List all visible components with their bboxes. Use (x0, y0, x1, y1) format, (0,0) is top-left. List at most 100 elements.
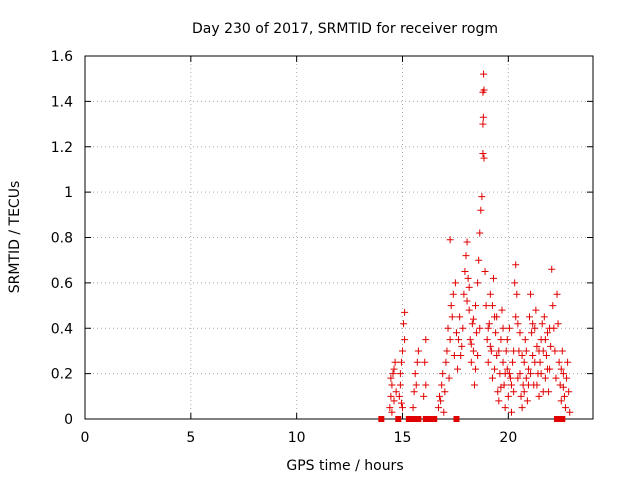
data-point (484, 358, 492, 366)
data-point (531, 324, 539, 332)
data-point (510, 347, 518, 355)
data-point (479, 120, 487, 128)
data-point (535, 347, 543, 355)
data-point (549, 302, 557, 310)
data-point (459, 324, 467, 332)
data-point (462, 252, 470, 260)
data-point (520, 388, 528, 396)
data-point (456, 313, 464, 321)
data-point (482, 302, 490, 310)
data-point (389, 370, 397, 378)
data-point (504, 392, 512, 400)
data-point (529, 320, 537, 328)
data-point (559, 383, 567, 391)
data-point (460, 290, 468, 298)
data-point (387, 374, 395, 382)
data-point (486, 342, 494, 350)
data-point (442, 358, 450, 366)
data-point (532, 306, 540, 314)
data-point (465, 283, 473, 291)
data-point (479, 113, 487, 121)
data-point (485, 320, 493, 328)
x-tick-label: 0 (81, 430, 90, 446)
data-point (493, 351, 501, 359)
data-point (548, 265, 556, 273)
data-point (493, 313, 501, 321)
data-point (510, 388, 518, 396)
x-axis: 0 5 10 15 20 (81, 56, 517, 446)
data-point (463, 238, 471, 246)
data-point (514, 320, 522, 328)
data-point (552, 374, 560, 382)
data-point (563, 374, 571, 382)
data-point (505, 370, 513, 378)
y-tick-label: 1.6 (51, 49, 73, 65)
y-axis-label: SRMTID / TECUs (7, 181, 23, 294)
data-point (488, 302, 496, 310)
data-point (503, 336, 511, 344)
data-points (386, 70, 574, 416)
data-point (438, 381, 446, 389)
data-point (444, 324, 452, 332)
data-point (564, 358, 572, 366)
data-point (467, 340, 475, 348)
baseline-marker (409, 416, 416, 422)
data-point (397, 399, 405, 407)
baseline-marker (431, 416, 438, 422)
data-point (541, 336, 549, 344)
y-tick-label: 0.8 (51, 231, 73, 247)
data-point (518, 351, 526, 359)
data-point (475, 256, 483, 264)
data-point (413, 358, 421, 366)
data-point (517, 392, 525, 400)
y-tick-label: 1.4 (51, 94, 73, 110)
data-point (526, 313, 533, 321)
data-point (480, 154, 488, 162)
data-point (472, 365, 480, 373)
data-point (479, 88, 487, 96)
data-point (422, 381, 430, 389)
data-point (527, 290, 535, 298)
data-point (508, 381, 516, 389)
data-point (409, 404, 417, 412)
data-point (521, 336, 529, 344)
data-point (516, 370, 524, 378)
data-point (557, 365, 565, 373)
data-point (388, 408, 396, 416)
data-point (505, 324, 513, 332)
y-tick-label: 0.6 (51, 276, 73, 292)
data-point (397, 358, 405, 366)
data-point (499, 358, 507, 366)
data-point (483, 336, 491, 344)
y-tick-label: 1.2 (51, 140, 73, 156)
data-point (484, 324, 492, 332)
baseline-markers (378, 416, 566, 422)
data-point (461, 268, 469, 276)
x-tick-label: 20 (499, 430, 517, 446)
data-point (479, 150, 487, 158)
data-point (451, 279, 459, 287)
baseline-marker (554, 416, 561, 422)
data-point (486, 290, 494, 298)
data-point (447, 302, 455, 310)
data-point (518, 404, 526, 412)
data-point (387, 392, 395, 400)
data-point (535, 392, 543, 400)
data-point (386, 404, 394, 412)
data-point (542, 351, 550, 359)
data-point (450, 351, 458, 359)
data-point (547, 342, 555, 350)
data-point (399, 404, 406, 412)
data-point (541, 374, 549, 382)
baseline-marker (422, 416, 429, 422)
data-point (411, 370, 419, 378)
data-point (396, 381, 404, 389)
data-point (554, 320, 562, 328)
data-point (523, 397, 531, 405)
data-point (478, 193, 486, 201)
data-point (511, 279, 519, 287)
data-point (509, 358, 517, 366)
data-point (538, 320, 546, 328)
data-point (473, 329, 481, 337)
